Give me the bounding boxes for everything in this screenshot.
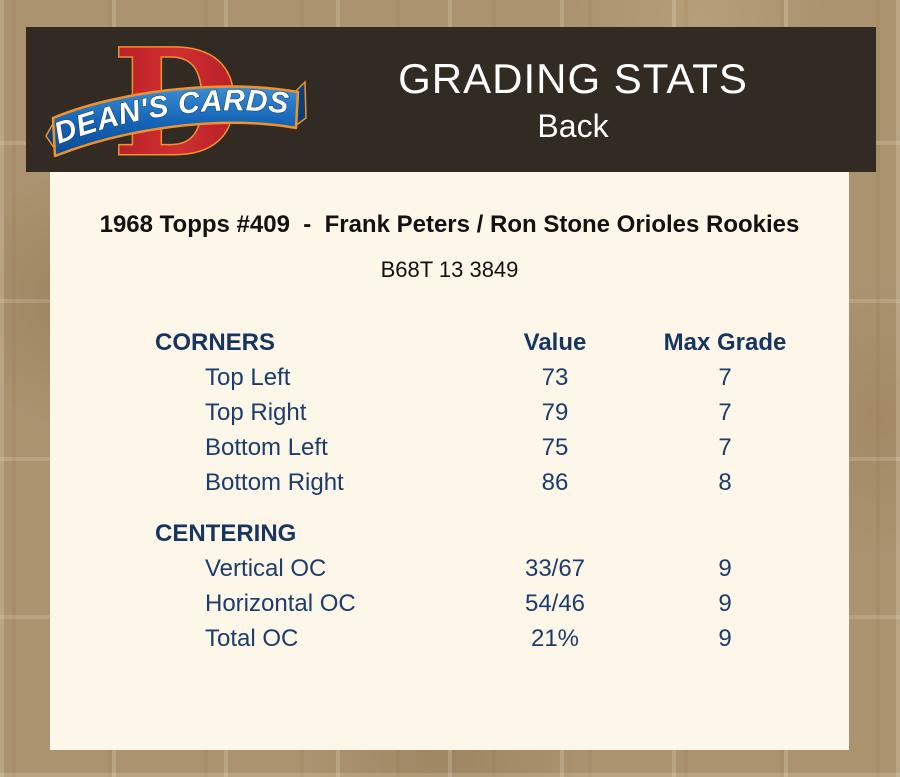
table-row: Top Left 73 7 <box>155 360 809 395</box>
page-title: GRADING STATS <box>398 54 748 102</box>
table-section-header: CORNERS Value Max Grade <box>155 325 809 360</box>
row-value: 79 <box>541 398 569 426</box>
page-subtitle: Back <box>537 107 609 144</box>
section-label-centering: CENTERING <box>155 519 297 547</box>
row-value: 54/46 <box>524 589 586 617</box>
row-max-grade: 9 <box>718 554 732 582</box>
row-label: Bottom Right <box>205 468 344 496</box>
row-max-grade: 7 <box>718 433 732 461</box>
table-row: Top Right 79 7 <box>155 395 809 430</box>
column-header-max-grade: Max Grade <box>663 328 787 356</box>
row-value: 75 <box>541 433 569 461</box>
row-label: Top Right <box>205 398 307 426</box>
row-value: 21% <box>530 624 580 652</box>
row-label: Total OC <box>205 624 299 652</box>
row-max-grade: 9 <box>718 589 732 617</box>
row-value: 73 <box>541 363 569 391</box>
grading-stats-panel: 1968 Topps #409 - Frank Peters / Ron Sto… <box>50 172 849 750</box>
row-value: 33/67 <box>524 554 586 582</box>
table-row: Vertical OC 33/67 9 <box>155 551 809 586</box>
section-label-corners: CORNERS <box>155 328 276 356</box>
header-bar: D DEAN'S CARDS GRADING STATS Back <box>26 27 876 172</box>
grading-stats-table: CORNERS Value Max Grade Top Left 73 7 To… <box>50 325 849 656</box>
deans-cards-logo[interactable]: D DEAN'S CARDS <box>26 27 326 172</box>
table-row: Total OC 21% 9 <box>155 621 809 656</box>
row-label: Vertical OC <box>205 554 327 582</box>
table-section-header: CENTERING <box>155 516 809 551</box>
row-label: Bottom Left <box>205 433 328 461</box>
card-title: 1968 Topps #409 - Frank Peters / Ron Sto… <box>99 211 800 238</box>
row-max-grade: 9 <box>718 624 732 652</box>
deans-cards-logo-graphic: D DEAN'S CARDS <box>45 34 307 166</box>
row-label: Horizontal OC <box>205 589 356 617</box>
row-max-grade: 8 <box>718 468 732 496</box>
row-max-grade: 7 <box>718 398 732 426</box>
card-serial-number: B68T 13 3849 <box>380 257 519 282</box>
section-gap <box>155 500 809 516</box>
table-row: Bottom Left 75 7 <box>155 430 809 465</box>
table-row: Bottom Right 86 8 <box>155 465 809 500</box>
table-row: Horizontal OC 54/46 9 <box>155 586 809 621</box>
row-max-grade: 7 <box>718 363 732 391</box>
column-header-value: Value <box>523 328 587 356</box>
header-titles: GRADING STATS Back <box>326 54 820 144</box>
row-value: 86 <box>541 468 569 496</box>
row-label: Top Left <box>205 363 291 391</box>
